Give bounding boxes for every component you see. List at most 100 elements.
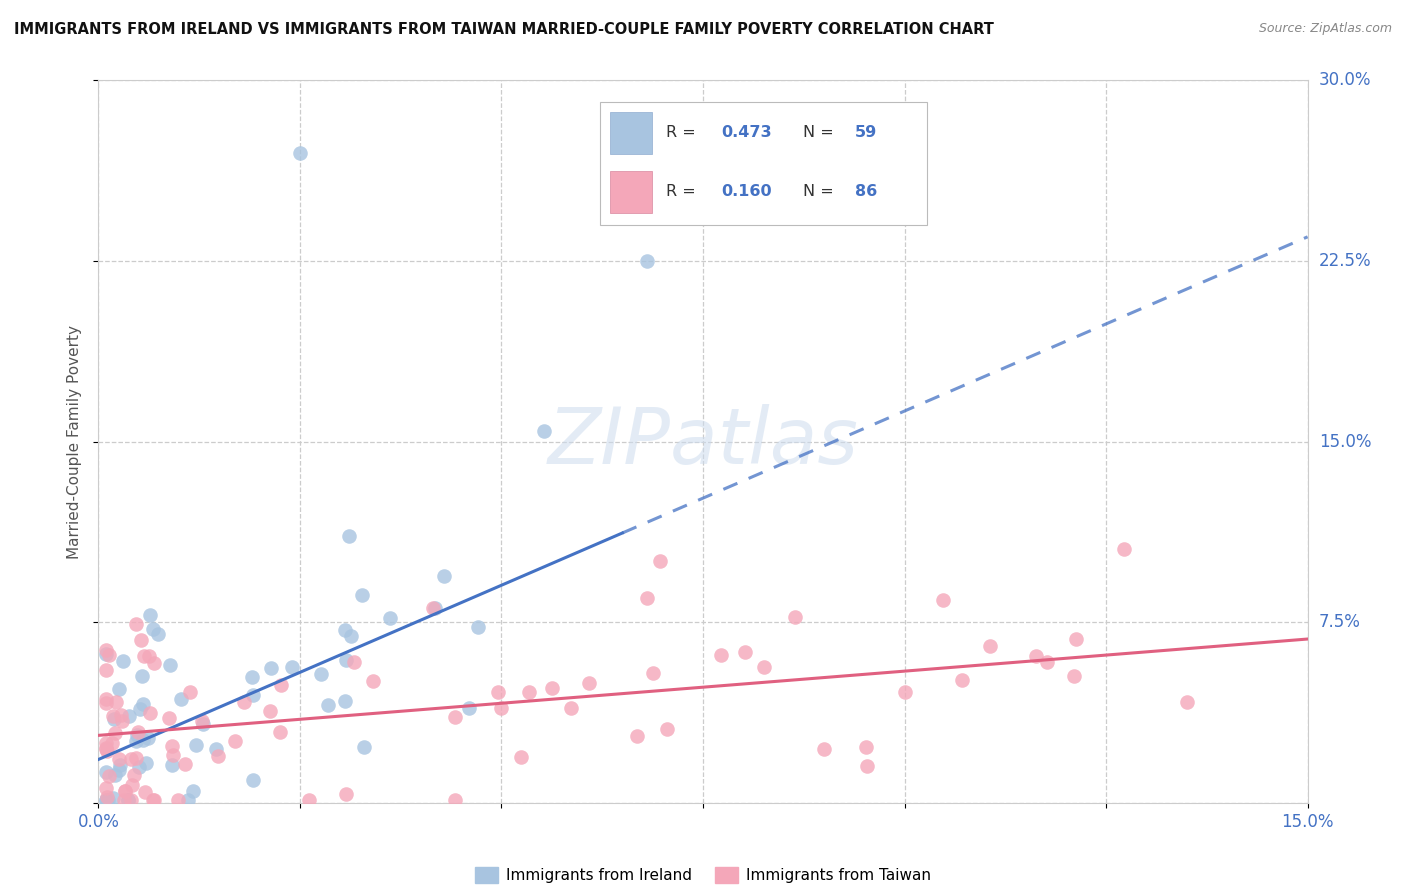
Point — [96, 793, 118, 807]
Y-axis label: Married-Couple Family Poverty: Married-Couple Family Poverty — [67, 325, 83, 558]
Point — [121, 778, 143, 792]
Point — [335, 623, 357, 637]
Point — [259, 705, 281, 719]
Point — [111, 654, 134, 668]
Point — [96, 696, 118, 710]
Point — [146, 627, 169, 641]
Point — [626, 729, 648, 743]
Point — [132, 649, 155, 664]
Point — [517, 685, 540, 699]
Point — [136, 731, 159, 745]
Point — [104, 726, 127, 740]
Point — [111, 714, 134, 728]
Point — [173, 756, 195, 771]
Point — [162, 739, 184, 753]
Text: 7.5%: 7.5% — [1319, 613, 1361, 632]
Point — [143, 656, 166, 670]
Point — [979, 639, 1001, 653]
Point — [167, 793, 190, 807]
Point — [541, 681, 564, 695]
Point — [159, 658, 181, 673]
Point — [96, 736, 118, 750]
Point — [129, 702, 152, 716]
Point — [96, 780, 118, 795]
Point — [378, 611, 401, 625]
Point — [117, 793, 139, 807]
Point — [270, 678, 292, 692]
Point — [125, 751, 148, 765]
Point — [96, 793, 118, 807]
Point — [157, 711, 180, 725]
Point — [170, 692, 193, 706]
Point — [932, 592, 955, 607]
Point — [108, 752, 131, 766]
Point — [96, 764, 118, 779]
Point — [333, 693, 356, 707]
Point — [98, 648, 121, 663]
Point — [108, 764, 131, 778]
Point — [97, 793, 120, 807]
Point — [96, 664, 118, 678]
Point — [97, 769, 120, 783]
Point — [433, 569, 456, 583]
Point — [754, 660, 776, 674]
Point — [636, 591, 658, 605]
Point — [127, 728, 149, 742]
Point — [340, 629, 363, 643]
Point — [491, 701, 513, 715]
Point — [138, 649, 160, 664]
Point — [510, 749, 533, 764]
Point — [443, 710, 465, 724]
Point — [893, 684, 915, 698]
Point — [444, 793, 467, 807]
Point — [114, 784, 136, 798]
Point — [710, 648, 733, 662]
Point — [124, 767, 146, 781]
Point — [1063, 669, 1085, 683]
Point — [207, 748, 229, 763]
Point — [242, 772, 264, 787]
Point — [636, 253, 658, 268]
Point — [143, 793, 166, 807]
Point — [132, 733, 155, 747]
Point — [138, 608, 160, 623]
Point — [193, 717, 215, 731]
Point — [142, 623, 165, 637]
Point — [110, 707, 132, 722]
Point — [458, 701, 481, 715]
Point — [1175, 695, 1198, 709]
Point — [204, 741, 226, 756]
Point — [96, 789, 118, 804]
Point — [184, 739, 207, 753]
Text: 30.0%: 30.0% — [1319, 71, 1371, 89]
Point — [120, 752, 142, 766]
Point — [1036, 655, 1059, 669]
Point — [120, 793, 142, 807]
Point — [1025, 649, 1047, 664]
Point — [318, 698, 340, 713]
Point — [240, 670, 263, 684]
Point — [142, 793, 165, 807]
Point — [242, 689, 264, 703]
Point — [96, 643, 118, 657]
Point — [650, 554, 672, 568]
Point — [350, 588, 373, 602]
Point — [110, 757, 132, 772]
Point — [281, 659, 304, 673]
Point — [96, 742, 118, 756]
Point — [269, 724, 291, 739]
Point — [96, 741, 118, 756]
Point — [114, 784, 136, 798]
Point — [343, 656, 366, 670]
Legend: Immigrants from Ireland, Immigrants from Taiwan: Immigrants from Ireland, Immigrants from… — [470, 861, 936, 889]
Point — [950, 673, 973, 687]
Point — [467, 620, 489, 634]
Text: 15.0%: 15.0% — [1319, 433, 1371, 450]
Point — [118, 708, 141, 723]
Point — [643, 665, 665, 680]
Point — [103, 712, 125, 726]
Point — [783, 610, 806, 624]
Point — [422, 601, 444, 615]
Point — [181, 784, 204, 798]
Text: ZIPatlas: ZIPatlas — [547, 403, 859, 480]
